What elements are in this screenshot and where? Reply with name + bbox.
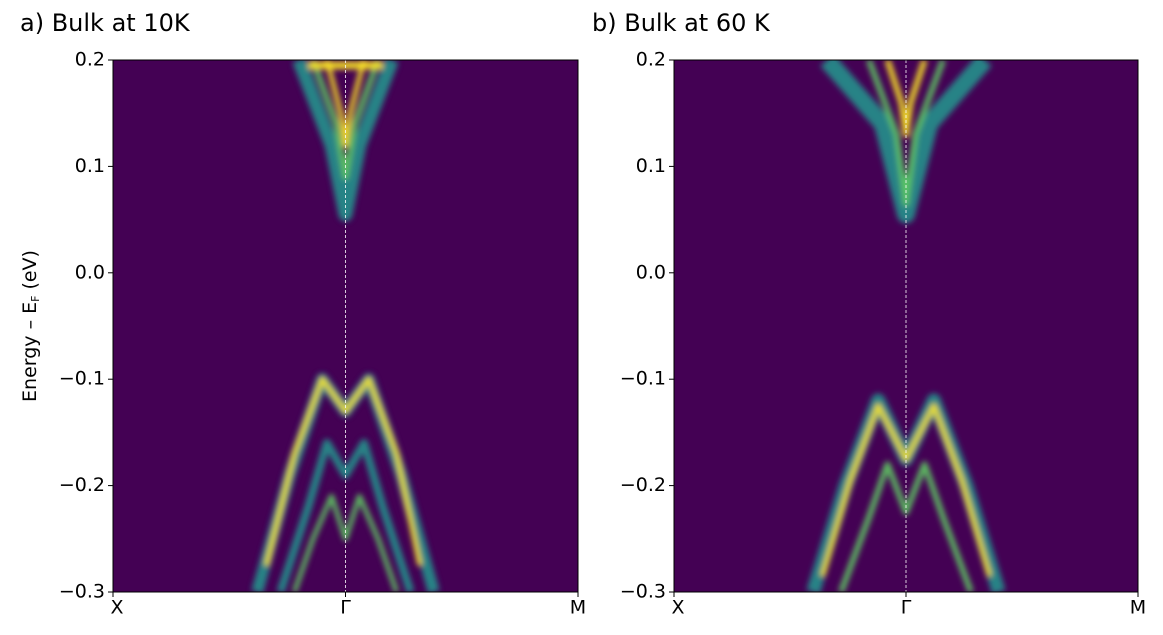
- chart-title: a) Bulk at 10K: [20, 9, 191, 37]
- y-tick-label: 0.1: [636, 155, 666, 177]
- x-tick-label: X: [671, 597, 684, 619]
- y-tick-label: −0.1: [620, 368, 666, 390]
- y-tick-label: −0.1: [59, 368, 105, 390]
- x-tick-label: X: [110, 597, 123, 619]
- band: [866, 60, 946, 207]
- y-axis-label-part: Energy – E: [19, 302, 41, 402]
- x-tick-label: M: [1130, 597, 1146, 619]
- y-tick-label: 0.0: [75, 261, 105, 283]
- panel: a) Bulk at 10K X Γ M −0.3 −0.2 −0.1 0.0 0.1 0.2 En…: [19, 9, 587, 619]
- y-axis-label-part: F: [29, 296, 42, 302]
- y-tick-label: −0.3: [59, 581, 105, 603]
- y-tick-label: 0.0: [636, 261, 666, 283]
- y-axis-label: Energy – EF (eV): [19, 250, 43, 402]
- y-tick-label: 0.1: [75, 155, 105, 177]
- y-tick-label: 0.2: [75, 49, 105, 71]
- plot-frame: [112, 59, 579, 593]
- band: [292, 60, 399, 222]
- panel: b) Bulk at 60 K X Γ M −0.3 −0.2 −0.1 0.0 0.1 0.2: [592, 9, 1146, 619]
- band: [276, 439, 415, 592]
- band: [820, 403, 992, 577]
- chart-title: b) Bulk at 60 K: [592, 9, 771, 37]
- x-tick-label: Γ: [901, 597, 912, 619]
- plot-frame: [673, 59, 1139, 593]
- y-tick-label: −0.2: [620, 474, 666, 496]
- x-tick-label: Γ: [340, 597, 351, 619]
- y-tick-label: 0.2: [636, 49, 666, 71]
- x-tick-label: M: [570, 597, 586, 619]
- band: [291, 493, 400, 592]
- band: [884, 60, 928, 138]
- y-tick-label: −0.2: [59, 474, 105, 496]
- y-axis-label-part: (eV): [19, 250, 41, 290]
- band: [820, 60, 992, 224]
- y-tick-label: −0.3: [620, 581, 666, 603]
